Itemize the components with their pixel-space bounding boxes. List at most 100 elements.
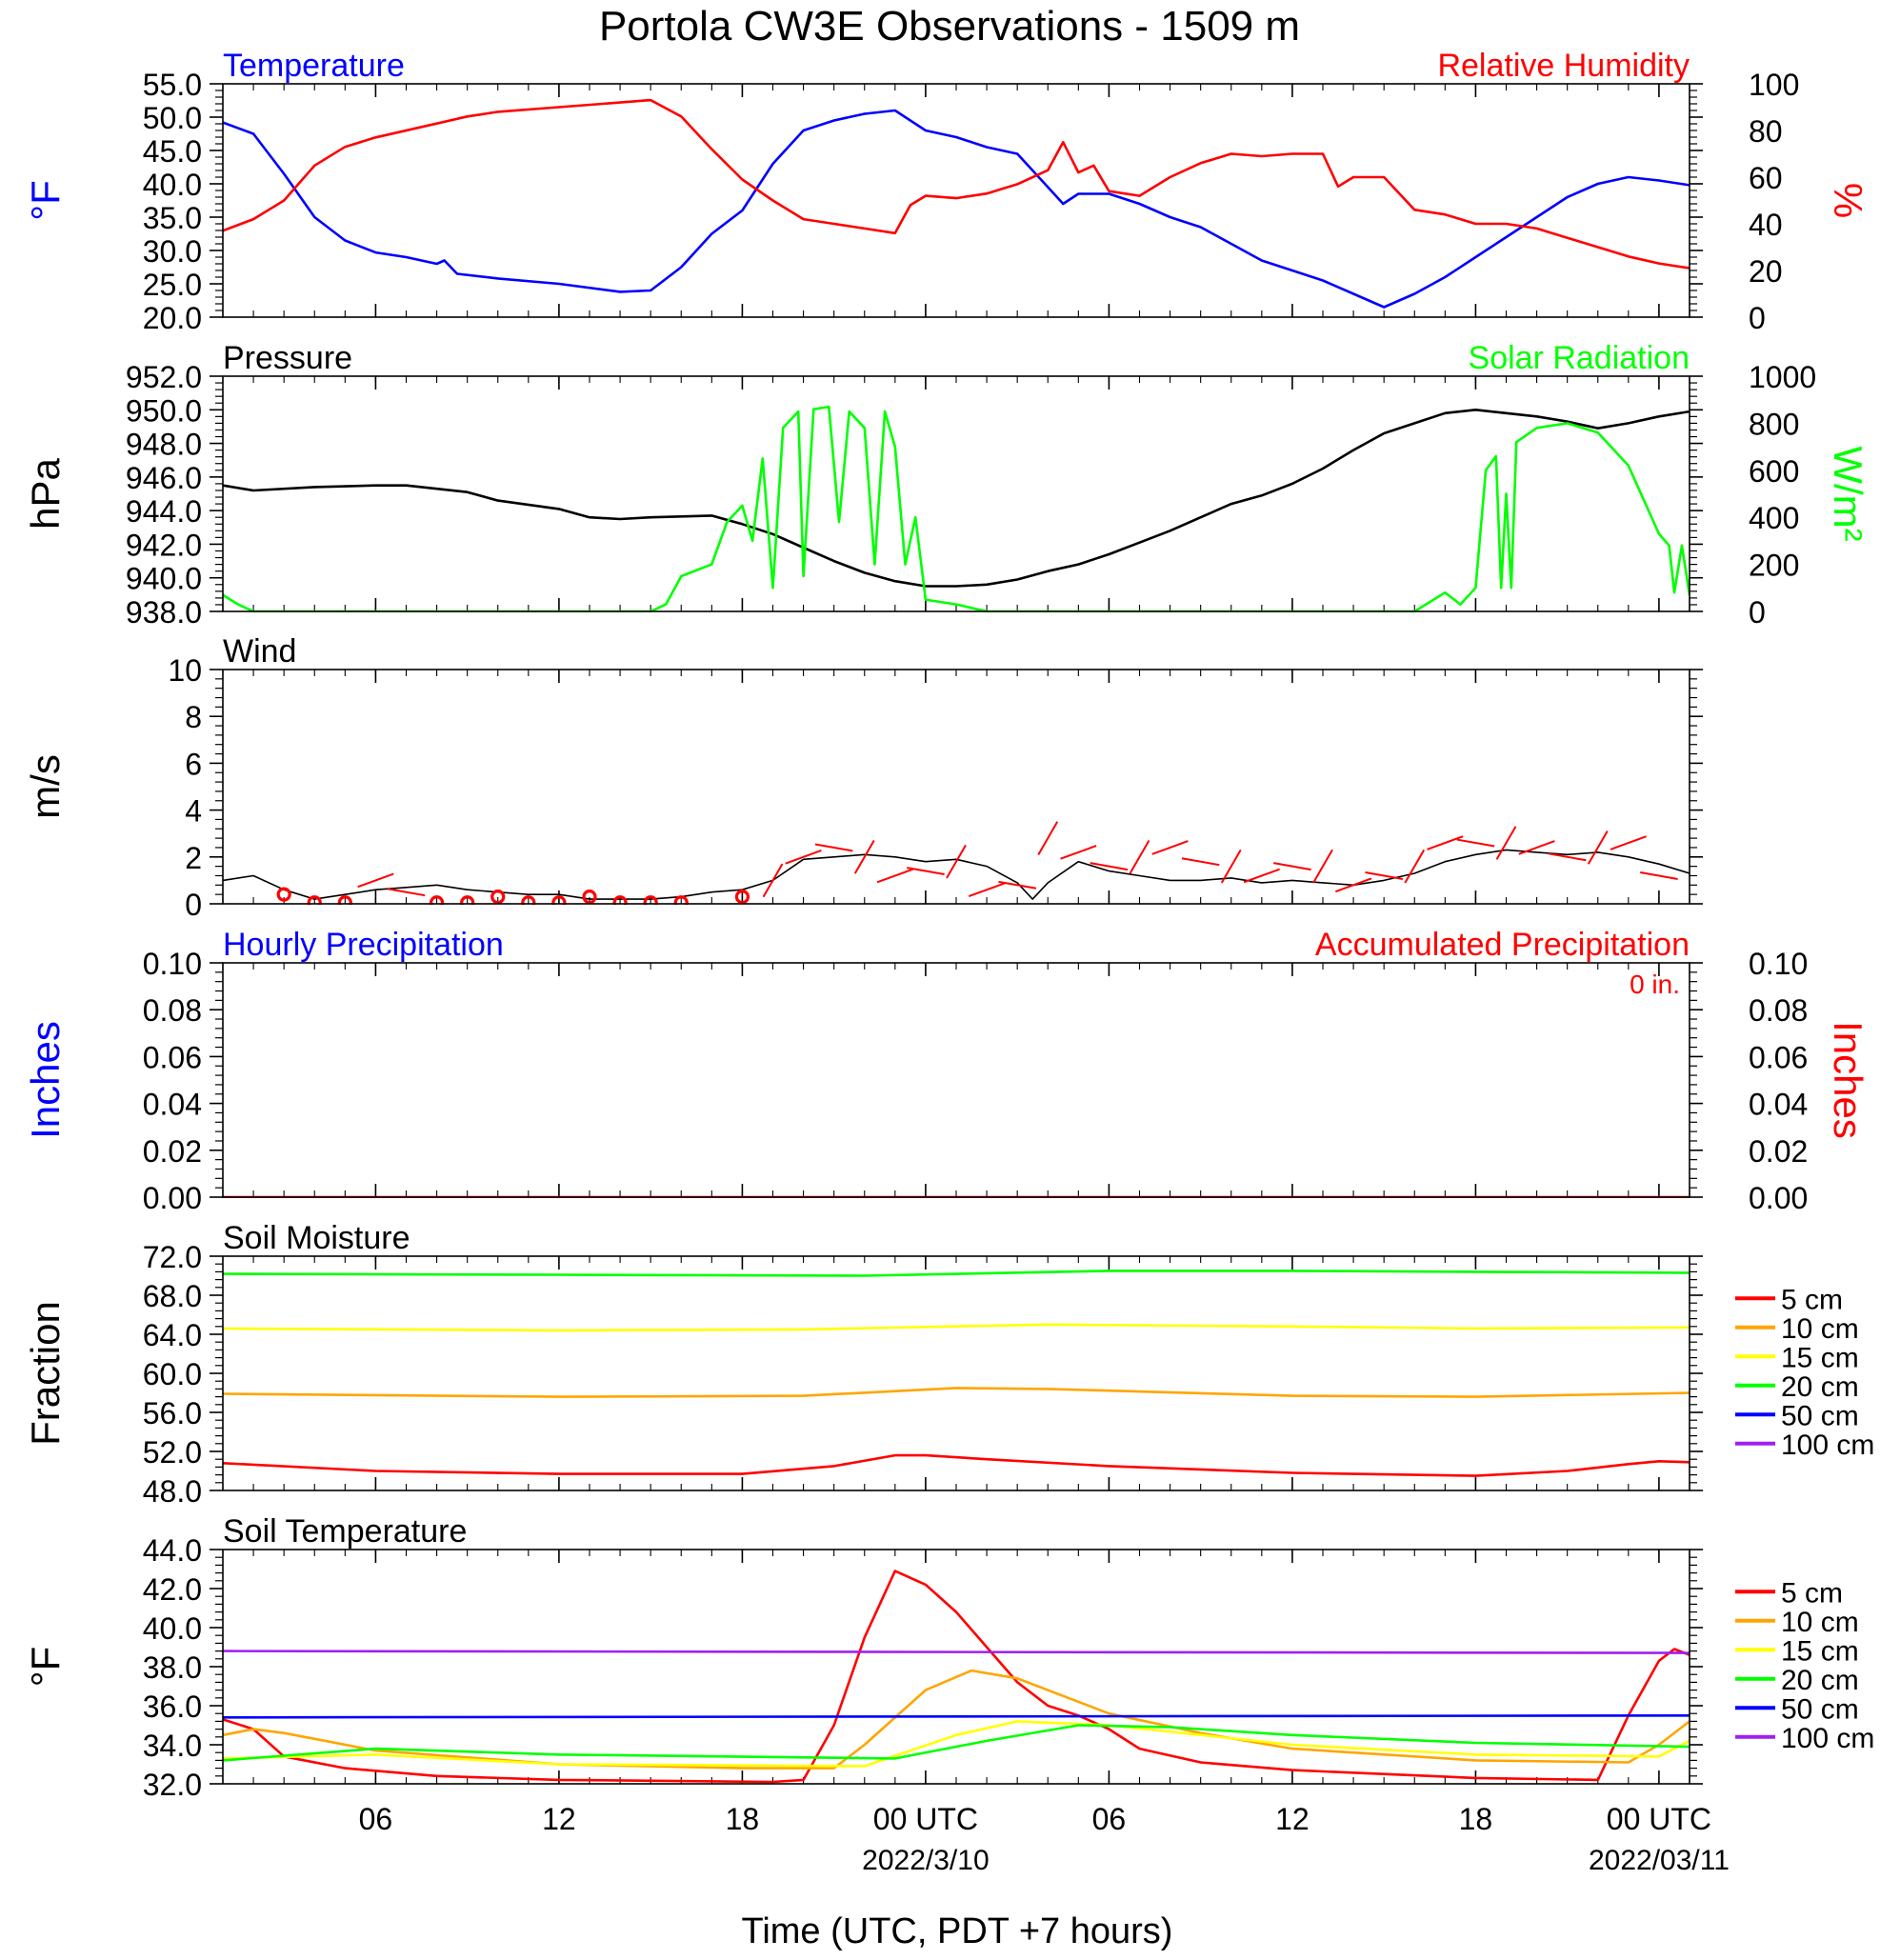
calm-wind-marker [276, 887, 291, 902]
y-axis-title: °F [23, 180, 68, 220]
y-tick-label: 36.0 [143, 1690, 202, 1724]
y-tick-label: 60.0 [143, 1357, 202, 1391]
x-tick-label: 12 [542, 1802, 576, 1836]
legend-label: 10 cm [1781, 1607, 1859, 1638]
y-right-tick-label: 60 [1749, 161, 1783, 195]
series-line-solar-radiation [223, 405, 1690, 612]
y-tick-label: 952.0 [126, 360, 202, 394]
y-tick-label: 2 [185, 841, 202, 875]
wind-barb [1090, 862, 1129, 871]
y-right-axis-title: % [1826, 183, 1870, 218]
plot-area [223, 98, 1690, 309]
panel-3: 0 2 4 6 8 10 Wind m/s [23, 633, 1703, 922]
calm-wind-marker [307, 895, 322, 905]
y-right-tick-label: 100 [1749, 68, 1799, 102]
x-tick-label: 06 [1092, 1802, 1127, 1836]
y-tick-label: 50.0 [143, 101, 202, 135]
wind-barb [1610, 835, 1647, 850]
legend-label: 50 cm [1781, 1693, 1859, 1725]
y-right-tick-label: 0.08 [1749, 993, 1808, 1028]
wind-barb [853, 839, 875, 874]
calm-wind-marker [429, 895, 445, 905]
series-line-temperature [223, 109, 1690, 309]
legend-label: 50 cm [1781, 1400, 1859, 1431]
chart-title: Portola CW3E Observations - 1509 m [599, 3, 1300, 50]
y-right-tick-label: 20 [1749, 254, 1783, 289]
series-line-10-cm [223, 1387, 1690, 1398]
panel-annotation: 0 in. [1630, 970, 1680, 999]
y-tick-label: 0.02 [143, 1134, 202, 1169]
y-tick-label: 946.0 [126, 461, 202, 495]
y-right-tick-label: 0.04 [1749, 1088, 1808, 1122]
panel-left-title: Soil Moisture [223, 1220, 410, 1256]
y-axis-title: °F [23, 1647, 68, 1687]
wind-barb [1243, 868, 1280, 884]
calm-wind-marker [673, 895, 689, 905]
wind-barb [762, 863, 784, 898]
y-tick-label: 44.0 [143, 1533, 202, 1568]
series-line-20-cm [223, 1270, 1690, 1277]
y-right-axis-title: Inches [1826, 1021, 1870, 1139]
plot-area [223, 1270, 1690, 1477]
y-tick-label: 40.0 [143, 168, 202, 202]
calm-wind-marker [490, 890, 506, 905]
wind-barb [1456, 838, 1495, 848]
y-tick-label: 56.0 [143, 1396, 202, 1430]
y-tick-label: 55.0 [143, 68, 202, 102]
y-tick-label: 52.0 [143, 1435, 202, 1470]
y-tick-label: 940.0 [126, 562, 202, 596]
y-right-tick-label: 0.06 [1749, 1040, 1808, 1074]
y-tick-label: 40.0 [143, 1611, 202, 1646]
wind-barb [387, 888, 426, 897]
legend-label: 20 cm [1781, 1371, 1859, 1403]
panel-right-title: Solar Radiation [1469, 340, 1690, 376]
panel-left-title: Temperature [223, 48, 405, 84]
legend-label: 15 cm [1781, 1635, 1859, 1667]
series-line-100-cm [223, 1650, 1690, 1654]
y-right-tick-label: 80 [1749, 114, 1783, 149]
legend-label: 100 cm [1781, 1723, 1874, 1754]
x-tick-date-label: 2022/03/11 [1589, 1845, 1730, 1876]
y-right-tick-label: 0.00 [1749, 1181, 1808, 1215]
y-tick-label: 942.0 [126, 528, 202, 562]
y-tick-label: 48.0 [143, 1474, 202, 1509]
y-tick-label: 6 [185, 747, 202, 781]
panel-frame [222, 1549, 1690, 1785]
series-line-relative-humidity [223, 98, 1690, 270]
y-tick-label: 938.0 [126, 595, 202, 630]
y-right-tick-label: 800 [1749, 407, 1799, 441]
legend-label: 15 cm [1781, 1342, 1859, 1373]
wind-barb [998, 880, 1037, 890]
calm-wind-marker [612, 895, 628, 905]
wind-barb [1427, 835, 1464, 850]
x-axis-labels: 06 12 18 00 UTC 2022/3/10 06 12 18 00 UTC 2022/03… [359, 1802, 1730, 1876]
wind-barb [357, 872, 394, 889]
series-line-10-cm [223, 1669, 1690, 1770]
wind-barb [1312, 849, 1333, 884]
y-right-tick-label: 0.10 [1749, 947, 1808, 981]
y-right-tick-label: 0.02 [1749, 1134, 1808, 1169]
legend-label: 20 cm [1781, 1665, 1859, 1696]
panel-frame [222, 1255, 1690, 1491]
legend-label: 5 cm [1781, 1284, 1843, 1315]
legend-label: 100 cm [1781, 1430, 1874, 1461]
wind-barb [1181, 857, 1220, 867]
y-tick-label: 32.0 [143, 1768, 202, 1802]
y-tick-label: 72.0 [143, 1240, 202, 1274]
panel-frame [222, 962, 1690, 1198]
y-tick-label: 950.0 [126, 393, 202, 428]
series-line-5-cm [223, 1570, 1690, 1784]
y-tick-label: 0.10 [143, 947, 202, 981]
series-line-wind-speed [223, 849, 1690, 900]
y-tick-label: 0 [185, 888, 202, 922]
y-tick-label: 25.0 [143, 268, 202, 302]
y-tick-label: 42.0 [143, 1572, 202, 1607]
x-tick-label: 18 [1459, 1802, 1493, 1836]
wind-barb [876, 868, 913, 884]
wind-barb [1060, 845, 1097, 860]
y-tick-label: 38.0 [143, 1650, 202, 1685]
panel-left-title: Soil Temperature [223, 1513, 467, 1550]
panel-2: 938.0940.0942.0944.0946.0948.0950.0952.0… [23, 340, 1870, 630]
